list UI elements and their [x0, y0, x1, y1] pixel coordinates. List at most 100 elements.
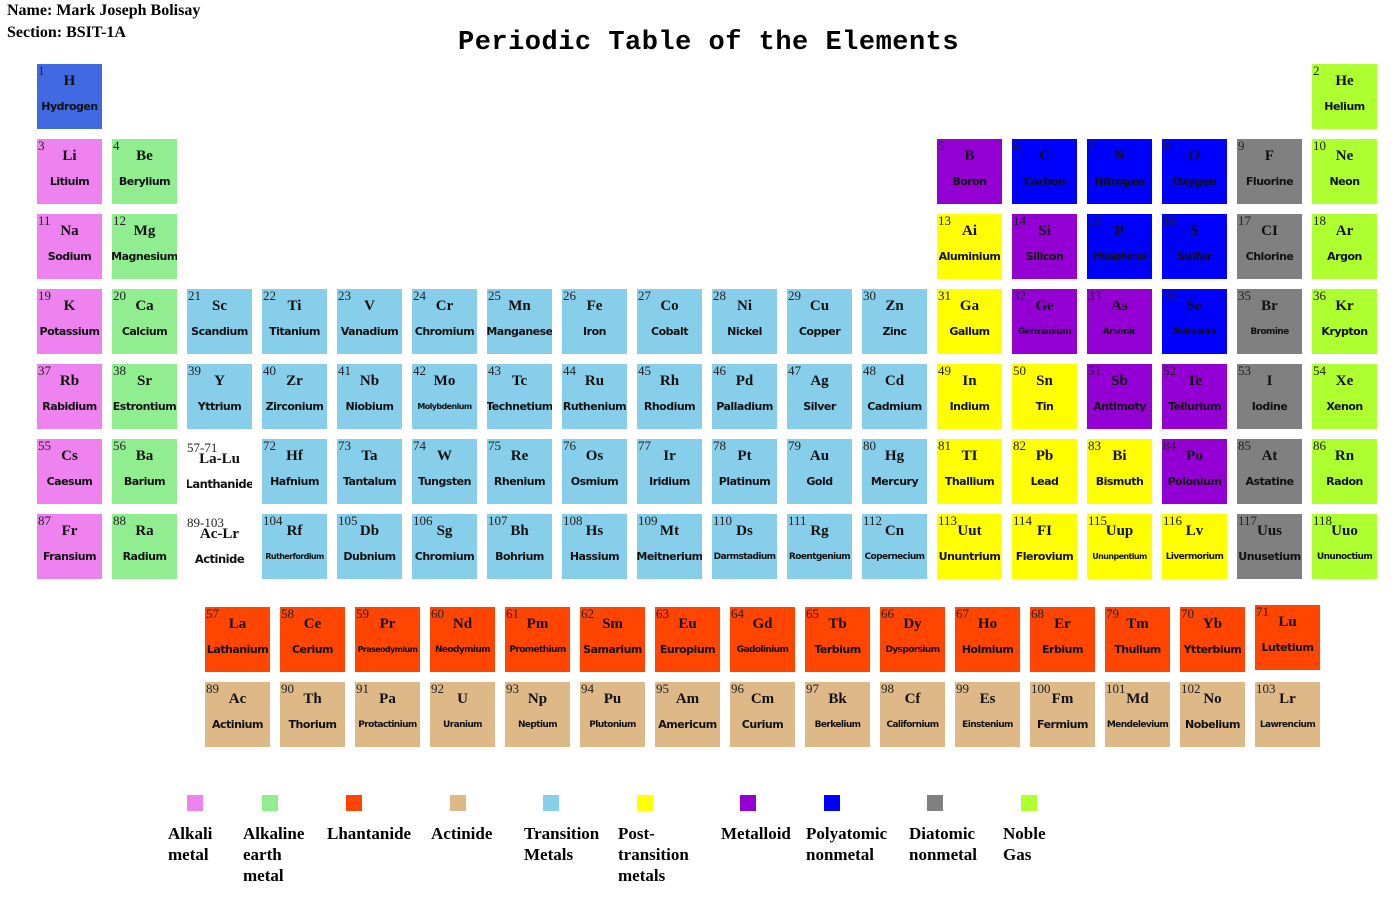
atomic-number: 115 — [1088, 514, 1108, 528]
atomic-number: 80 — [863, 439, 876, 453]
element-symbol: Hf — [286, 448, 303, 464]
legend-label-post: Post- transition metals — [618, 824, 689, 885]
atomic-number: 49 — [938, 364, 951, 378]
atomic-number: 65 — [806, 607, 819, 621]
element-symbol: Fr — [61, 523, 78, 539]
element-ac: 89 Ac Actinium — [205, 682, 270, 747]
element-ce: 58 Ce Cerium — [280, 607, 345, 672]
atomic-number: 43 — [488, 364, 501, 378]
atomic-number: 28 — [713, 289, 726, 303]
element-name: Tellurium — [1168, 400, 1221, 413]
element-name: Flerovium — [1015, 550, 1074, 563]
element-symbol: O — [1188, 148, 1201, 164]
element-symbol: Lu — [1278, 614, 1297, 630]
element-symbol: Os — [585, 448, 604, 464]
atomic-number: 82 — [1013, 439, 1026, 453]
element-name: Barium — [123, 475, 166, 488]
element-name: Neon — [1329, 175, 1360, 188]
atomic-number: 36 — [1313, 289, 1326, 303]
element-name: Ununtrium — [938, 550, 1001, 563]
element-name: Litiuim — [49, 175, 90, 188]
element-symbol: Re — [510, 448, 529, 464]
element-name: Gallum — [949, 325, 990, 338]
atomic-number: 2 — [1313, 64, 1320, 78]
element-s: 16 S Sulfur — [1162, 214, 1227, 279]
element-name: Neptium — [517, 720, 558, 730]
element-zr: 40 Zr Zirconium — [262, 364, 327, 429]
element-name: Tin — [1035, 400, 1054, 413]
element-symbol: Nb — [359, 373, 380, 389]
element-name: Fluorine — [1245, 175, 1294, 188]
element-name: Rhenium — [493, 475, 546, 488]
element-symbol: Cs — [61, 448, 78, 464]
element-name: Dubnium — [343, 550, 396, 563]
atomic-number: 113 — [938, 514, 958, 528]
element-name: Carbon — [1023, 175, 1066, 188]
author-section: Section: BSIT-1A — [7, 24, 126, 41]
element-rg: 111 Rg Roentgenium — [787, 514, 852, 579]
element-symbol: Pa — [379, 691, 396, 707]
atomic-number: 9 — [1238, 139, 1245, 153]
atomic-number: 27 — [638, 289, 651, 303]
element-po: 84 Po Polonium — [1162, 439, 1227, 504]
element-symbol: V — [364, 298, 375, 314]
element-name: Plutonium — [589, 720, 636, 730]
atomic-number: 40 — [263, 364, 276, 378]
legend-label-actinide: Actinide — [431, 824, 493, 843]
element-name: Krypton — [1321, 325, 1368, 338]
element-symbol: Ds — [736, 523, 753, 539]
atomic-number: 54 — [1313, 364, 1326, 378]
element-symbol: Hs — [585, 523, 604, 539]
legend-swatch-metalloid — [740, 795, 756, 811]
element-md: 101 Md Mendelevium — [1105, 682, 1170, 747]
atomic-number: 117 — [1238, 514, 1258, 528]
element-symbol: Fm — [1051, 691, 1074, 707]
element-os: 76 Os Osmium — [562, 439, 627, 504]
element-name: Uranium — [443, 720, 483, 730]
element-symbol: Tb — [828, 616, 847, 632]
element-symbol: Ne — [1335, 148, 1354, 164]
element-name: Rabidium — [42, 400, 97, 413]
element-symbol: Ni — [737, 298, 752, 314]
element-symbol: Ti — [287, 298, 302, 314]
atomic-number: 87 — [38, 514, 51, 528]
element-name: Protactinium — [358, 720, 417, 730]
element-name: Samarium — [583, 643, 642, 656]
element-symbol: Ru — [584, 373, 605, 389]
element-symbol: Mg — [133, 223, 156, 239]
element-symbol: Cf — [904, 691, 921, 707]
element-cr: 24 Cr Chromium — [412, 289, 477, 354]
element-pd: 46 Pd Palladium — [712, 364, 777, 429]
element-name: Hydrogen — [41, 100, 98, 113]
element-name: Osmium — [570, 475, 619, 488]
element-pr: 59 Pr Praseodymium — [355, 607, 420, 672]
element-name: Livermorium — [1165, 552, 1224, 562]
element-sr: 38 Sr Estrontium — [112, 364, 177, 429]
element-am: 95 Am Americum — [655, 682, 720, 747]
element-ru: 44 Ru Ruthenium — [562, 364, 627, 429]
element-si: 14 Si Silicon — [1012, 214, 1077, 279]
element-se: 34 Se Selenium — [1162, 289, 1227, 354]
atomic-number: 59 — [356, 607, 369, 621]
element-symbol: No — [1203, 691, 1222, 707]
element-fm: 100 Fm Fermium — [1030, 682, 1095, 747]
element-name: Promethium — [509, 645, 566, 655]
element-nb: 41 Nb Niobium — [337, 364, 402, 429]
element-name: Bismuth — [1095, 475, 1144, 488]
element-symbol: Te — [1186, 373, 1203, 389]
element-mg: 12 Mg Magnesium — [112, 214, 177, 279]
element-symbol: Np — [527, 691, 548, 707]
element-ai: 13 Ai Aluminium — [937, 214, 1002, 279]
element-ge: 32 Ge Germanium — [1012, 289, 1077, 354]
atomic-number: 15 — [1088, 214, 1101, 228]
element-symbol: Cn — [884, 523, 905, 539]
atomic-number: 101 — [1106, 682, 1126, 696]
element-symbol: Sm — [602, 616, 623, 632]
atomic-number: 4 — [113, 139, 120, 153]
atomic-number: 72 — [263, 439, 276, 453]
element-ci: 17 CI Chlorine — [1237, 214, 1302, 279]
element-symbol: Dy — [903, 616, 922, 632]
element-f: 9 F Fluorine — [1237, 139, 1302, 204]
atomic-number: 78 — [713, 439, 726, 453]
element-name: Ununpentium — [1092, 552, 1147, 561]
